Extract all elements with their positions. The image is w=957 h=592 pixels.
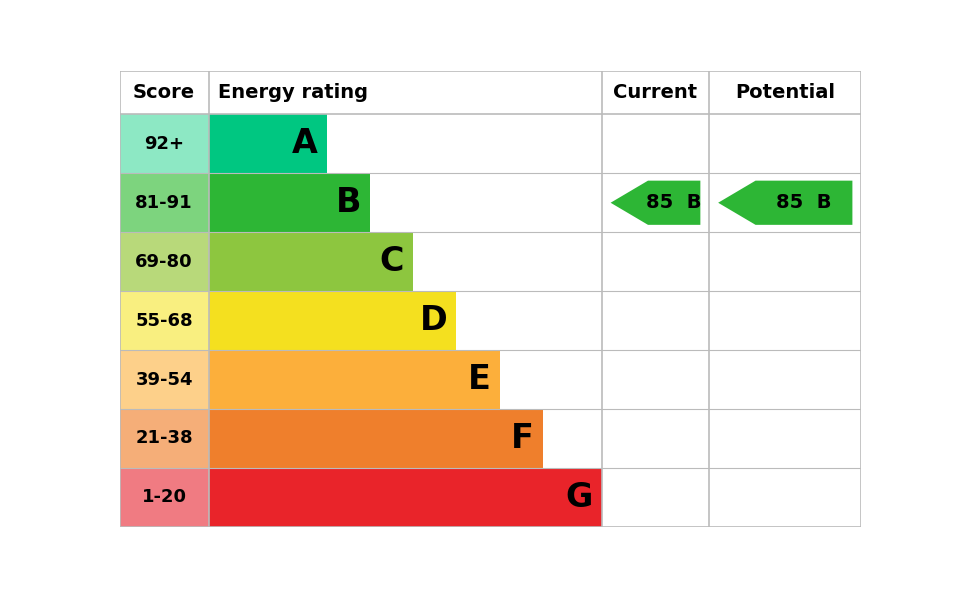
- Bar: [120, 291, 209, 350]
- Bar: [209, 409, 602, 468]
- Text: 39-54: 39-54: [135, 371, 193, 388]
- Text: 92+: 92+: [145, 135, 184, 153]
- Bar: [120, 409, 209, 468]
- Bar: [209, 232, 413, 291]
- Text: 81-91: 81-91: [135, 194, 193, 212]
- Bar: [209, 350, 500, 409]
- Bar: [209, 173, 369, 232]
- Text: A: A: [292, 127, 318, 160]
- Text: Energy rating: Energy rating: [217, 83, 367, 102]
- Text: Score: Score: [133, 83, 195, 102]
- Text: 69-80: 69-80: [135, 253, 193, 271]
- Text: E: E: [468, 363, 491, 396]
- Bar: [120, 173, 209, 232]
- Text: 85  B: 85 B: [776, 193, 832, 213]
- Text: B: B: [335, 186, 361, 219]
- Bar: [209, 409, 543, 468]
- Bar: [120, 468, 209, 527]
- Bar: [209, 173, 602, 232]
- Text: F: F: [511, 422, 534, 455]
- Text: D: D: [419, 304, 447, 337]
- Bar: [120, 114, 209, 173]
- Text: G: G: [566, 481, 592, 514]
- Text: 85  B: 85 B: [646, 193, 701, 213]
- Bar: [209, 232, 602, 291]
- Bar: [209, 350, 602, 409]
- Text: Potential: Potential: [735, 83, 835, 102]
- Text: 21-38: 21-38: [135, 429, 193, 448]
- Bar: [209, 468, 602, 527]
- Bar: [120, 350, 209, 409]
- Bar: [209, 291, 602, 350]
- Bar: [120, 232, 209, 291]
- Text: Current: Current: [613, 83, 698, 102]
- Bar: [209, 114, 326, 173]
- Polygon shape: [718, 181, 853, 225]
- Text: 1-20: 1-20: [142, 488, 187, 506]
- Text: 55-68: 55-68: [135, 311, 193, 330]
- Bar: [209, 114, 602, 173]
- Polygon shape: [611, 181, 701, 225]
- Text: C: C: [380, 245, 404, 278]
- Bar: [209, 468, 602, 527]
- Bar: [209, 291, 456, 350]
